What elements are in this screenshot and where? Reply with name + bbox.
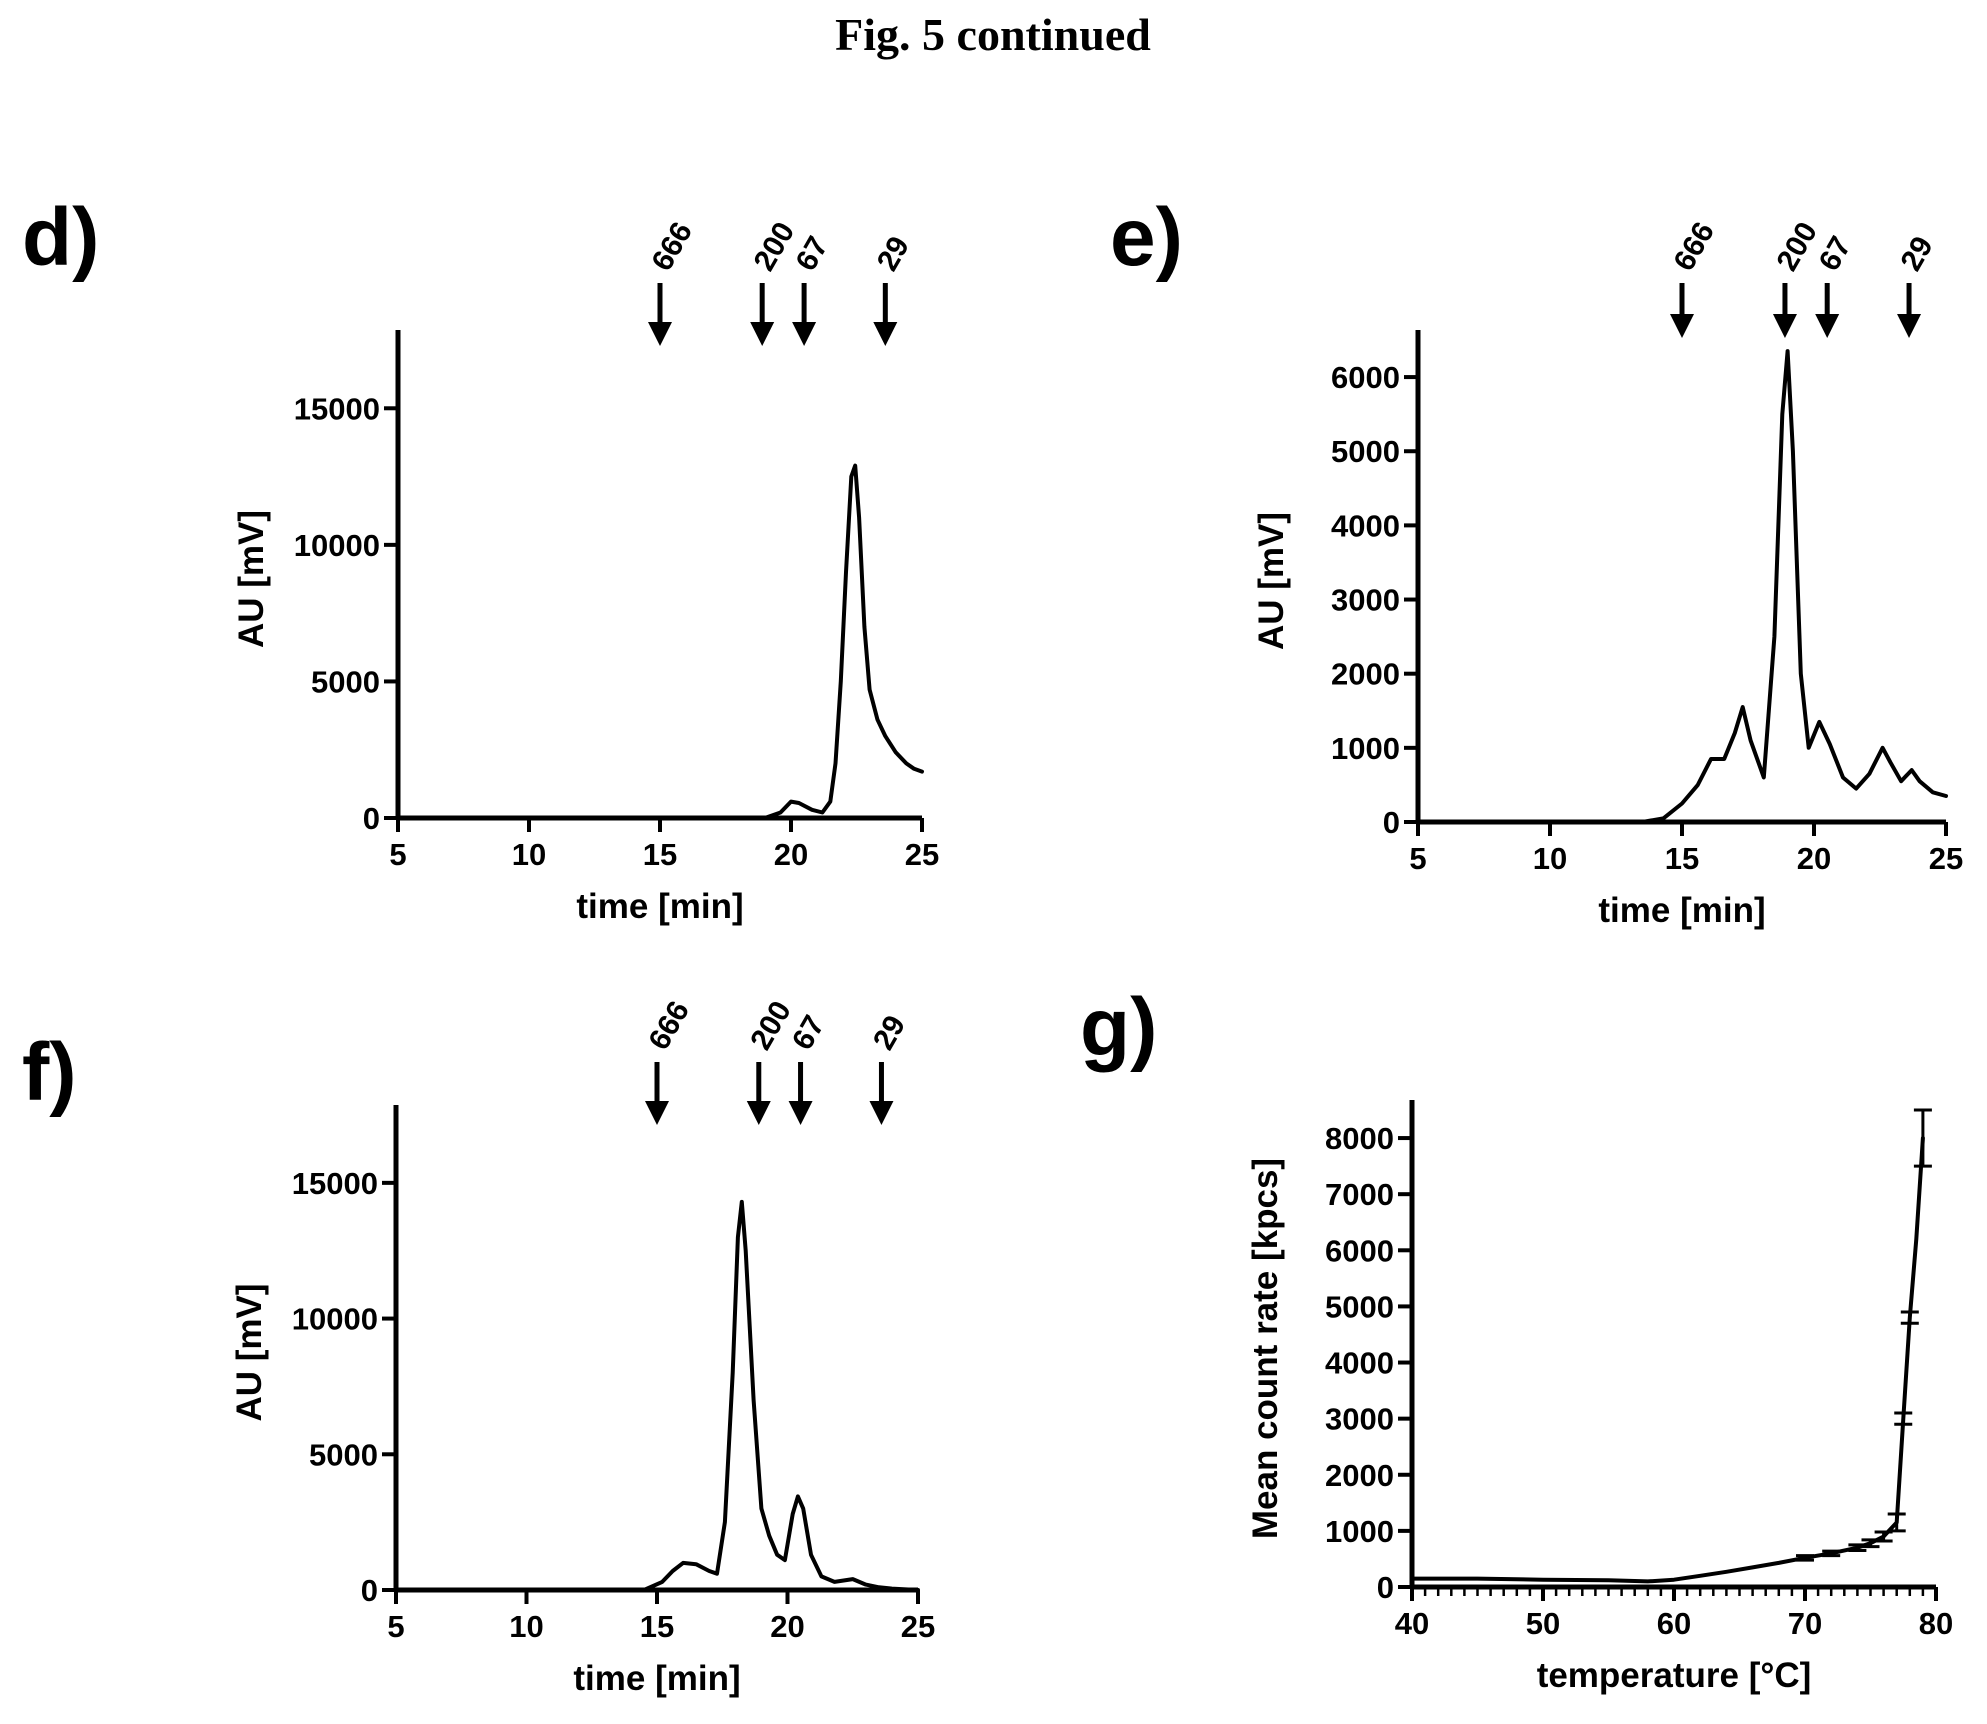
x-tick-label: 25 [905,837,939,872]
panel-f: f) 0 5000 10000 15000 5 10 15 20 25 time [min] AU [… [22,996,935,1698]
y-axis-title: AU [mV] [232,510,271,648]
figure-title: Fig. 5 continued [835,9,1151,60]
x-axis-title: temperature [°C] [1537,1656,1812,1695]
y-tick-label: 0 [1383,805,1400,840]
marker-arrow-head [873,322,898,346]
y-tick-label: 5000 [311,664,380,699]
x-tick-label: 15 [643,837,677,872]
y-tick-label: 10000 [294,528,380,563]
panel-label: e) [1110,192,1183,283]
marker-label: 29 [867,1010,912,1055]
y-tick-label: 3000 [1325,1402,1394,1437]
y-tick-label: 5000 [1331,434,1400,469]
marker-arrow-head [1897,314,1922,338]
y-tick-label: 3000 [1331,583,1400,618]
marker-label: 200 [1770,217,1824,277]
marker-arrow-head [648,322,672,346]
y-tick-label: 15000 [292,1166,378,1201]
x-axis-title: time [min] [573,1659,740,1698]
y-tick-label: 1000 [1325,1514,1394,1549]
x-tick-label: 80 [1919,1606,1953,1641]
panel-e: e) 0 1000 2000 3000 4000 5000 6000 5 10 15 20 25 time… [1110,192,1963,930]
marker-arrow-head [1815,314,1840,338]
panel-label: f) [22,1027,77,1118]
y-tick-label: 0 [1377,1570,1394,1605]
panel-d: d) 0 5000 10000 15000 5 10 15 20 25 time [min] AU [… [22,192,939,926]
x-tick-label: 5 [389,837,406,872]
series-line [1410,1136,1925,1584]
y-tick-label: 7000 [1325,1177,1394,1212]
x-tick-label: 70 [1788,1606,1822,1641]
x-tick-label: 20 [774,837,808,872]
marker-arrow-head [792,322,817,346]
y-tick-label: 15000 [294,391,380,426]
y-tick-label: 10000 [292,1302,378,1337]
marker-arrow-head [869,1101,894,1125]
marker-label: 666 [645,217,699,277]
marker-label: 29 [871,231,916,276]
marker-arrow-head [1772,314,1797,338]
y-tick-label: 2000 [1325,1458,1394,1493]
y-tick-label: 2000 [1331,657,1400,692]
y-tick-label: 6000 [1325,1233,1394,1268]
x-tick-label: 10 [1533,841,1567,876]
y-tick-label: 0 [363,801,380,836]
x-tick-label: 5 [1409,841,1426,876]
y-tick-label: 1000 [1331,731,1400,766]
x-tick-label: 15 [1665,841,1699,876]
x-tick-label: 10 [512,837,546,872]
marker-arrow-head [746,1101,771,1125]
marker-label: 666 [1667,217,1721,277]
y-axis-title: AU [mV] [1252,512,1291,650]
y-tick-label: 5000 [309,1437,378,1472]
x-tick-label: 10 [509,1609,543,1644]
x-tick-label: 25 [1929,841,1963,876]
y-tick-label: 6000 [1331,360,1400,395]
x-axis-title: time [min] [576,887,743,926]
x-tick-label: 15 [640,1609,674,1644]
series-line [1416,349,1948,824]
x-tick-label: 60 [1657,1606,1691,1641]
x-tick-label: 40 [1395,1606,1429,1641]
y-axis-title: AU [mV] [230,1283,269,1421]
y-tick-label: 5000 [1325,1289,1394,1324]
y-axis-title: Mean count rate [kpcs] [1246,1158,1285,1539]
marker-arrow-head [788,1101,813,1125]
x-tick-label: 25 [901,1609,935,1644]
x-tick-label: 20 [770,1609,804,1644]
marker-label: 666 [642,996,696,1056]
y-tick-label: 0 [361,1573,378,1608]
x-tick-label: 5 [387,1609,404,1644]
series-line [394,1199,920,1592]
x-tick-label: 50 [1526,1606,1560,1641]
marker-label: 200 [744,996,798,1056]
panel-label: d) [22,192,99,283]
x-axis-title: time [min] [1598,891,1765,930]
marker-arrow-head [1670,314,1694,338]
y-tick-label: 8000 [1325,1121,1394,1156]
series-line [396,463,924,820]
panel-label: g) [1080,982,1157,1073]
marker-arrow-head [750,322,775,346]
y-tick-label: 4000 [1325,1346,1394,1381]
x-tick-label: 20 [1797,841,1831,876]
marker-label: 200 [748,217,802,277]
marker-arrow-head [645,1101,669,1125]
marker-label: 29 [1895,231,1940,276]
panel-g: g) 0 1000 2000 3000 4000 5000 6000 7000 8000 40 50 6… [1080,982,1953,1695]
y-tick-label: 4000 [1331,508,1400,543]
